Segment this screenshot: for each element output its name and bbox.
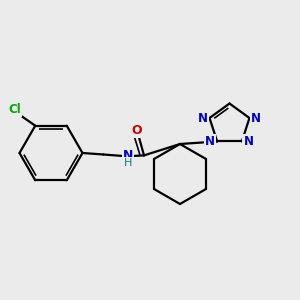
Text: N: N [251,112,261,124]
Text: N: N [205,135,215,148]
Text: O: O [131,124,142,137]
Text: N: N [243,135,254,148]
Text: Cl: Cl [8,103,21,116]
Text: H: H [124,158,133,168]
Text: N: N [198,112,208,124]
Text: N: N [123,149,133,162]
